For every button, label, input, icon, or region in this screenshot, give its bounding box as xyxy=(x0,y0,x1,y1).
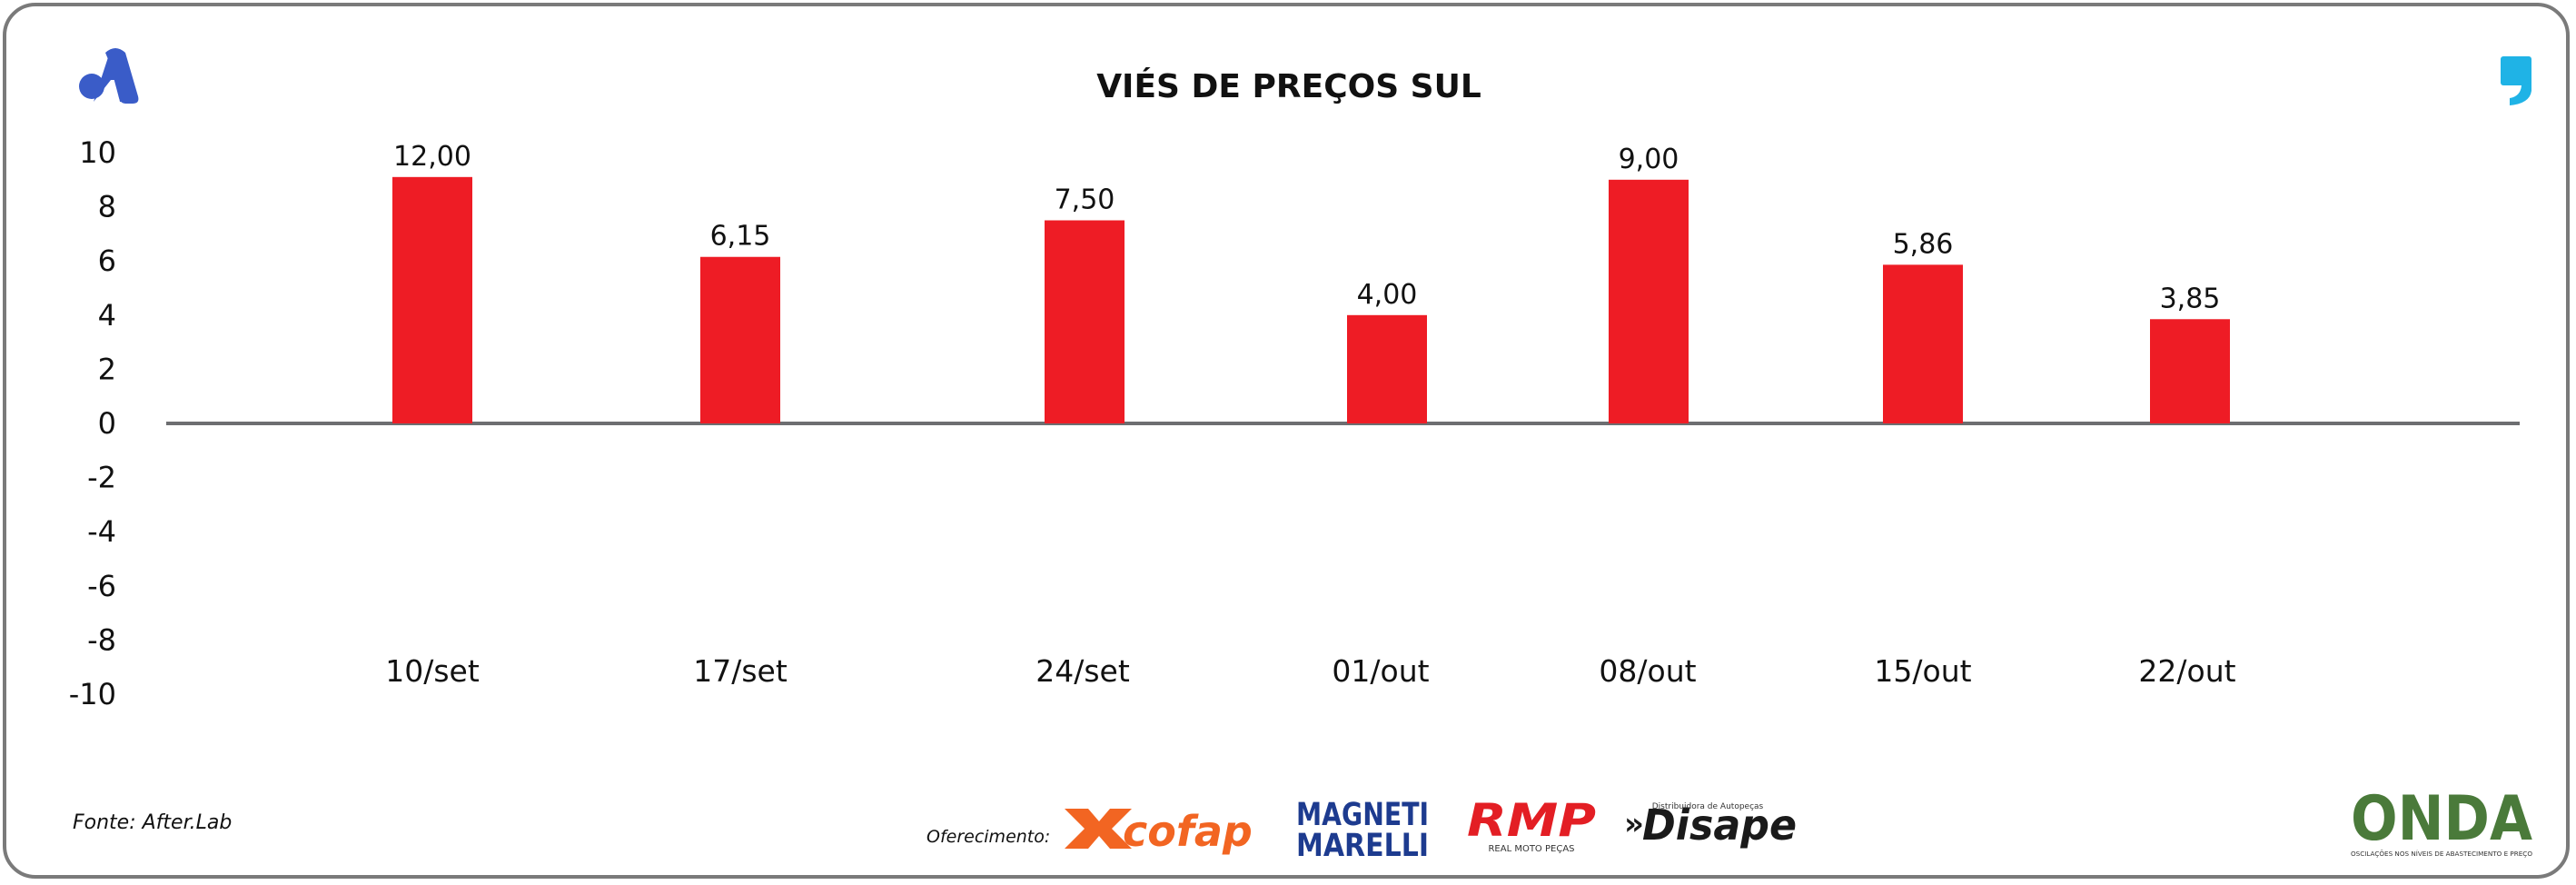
disape-text: Disape xyxy=(1642,800,1797,850)
rmp-subtext: REAL MOTO PEÇAS xyxy=(1488,844,1574,854)
y-tick-label: 6 xyxy=(98,244,116,278)
x-tick-label: 24/set xyxy=(1035,653,1130,689)
source-text: Fonte: After.Lab xyxy=(73,811,232,834)
bar xyxy=(1883,264,1963,423)
bars-group xyxy=(392,176,2230,424)
after-brand-icon xyxy=(79,48,139,104)
x-tick-label: 17/set xyxy=(693,653,788,689)
onda-text: ONDA xyxy=(2351,783,2532,855)
data-label: 3,85 xyxy=(2160,283,2221,314)
y-tick-label: -10 xyxy=(69,677,116,711)
y-tick-label: -8 xyxy=(87,622,116,657)
rmp-logo: RMP REAL MOTO PEÇAS xyxy=(1467,794,1596,854)
onda-subtext: OSCILAÇÕES NOS NÍVEIS DE ABASTECIMENTO E… xyxy=(2351,850,2532,858)
onda-logo: ONDA OSCILAÇÕES NOS NÍVEIS DE ABASTECIME… xyxy=(2351,783,2532,858)
bar xyxy=(2150,319,2230,423)
data-label: 4,00 xyxy=(1357,279,1418,311)
y-tick-label: 10 xyxy=(79,135,116,170)
y-tick-label: -2 xyxy=(87,461,116,495)
y-tick-label: -4 xyxy=(87,514,116,549)
magneti-line2: MARELLI xyxy=(1296,828,1429,864)
data-label: 12,00 xyxy=(393,141,471,173)
x-tick-label: 15/out xyxy=(1874,653,1971,689)
data-label: 5,86 xyxy=(1893,228,1954,260)
y-axis-ticks: 10 8 6 4 2 0 -2 -4 -6 -8 -10 xyxy=(69,135,116,711)
comma-quote-icon xyxy=(2501,56,2531,105)
chart-frame xyxy=(3,3,2570,879)
data-labels-group: 12,00 6,15 7,50 4,00 9,00 5,86 3,85 xyxy=(393,141,2220,314)
bar xyxy=(392,176,472,423)
disape-subtext: Distribuidora de Autopeças xyxy=(1652,802,1764,811)
disape-chevron-icon: » xyxy=(1624,806,1644,842)
magneti-line1: MAGNETI xyxy=(1296,797,1429,833)
bar xyxy=(1045,220,1125,423)
data-label: 7,50 xyxy=(1055,184,1115,216)
x-tick-label: 22/out xyxy=(2138,653,2235,689)
rmp-text: RMP xyxy=(1467,794,1596,847)
y-tick-label: 4 xyxy=(98,298,116,333)
magneti-marelli-logo: MAGNETI MARELLI xyxy=(1296,797,1429,864)
y-tick-label: -6 xyxy=(87,569,116,603)
x-axis-ticks: 10/set 17/set 24/set 01/out 08/out 15/out 22/o… xyxy=(385,653,2235,689)
disape-logo: » Disape Distribuidora de Autopeças xyxy=(1624,800,1797,850)
data-label: 9,00 xyxy=(1619,144,1679,175)
chart-title: VIÉS DE PREÇOS SUL xyxy=(1096,67,1481,105)
sponsor-label: Oferecimento: xyxy=(926,827,1050,847)
bar xyxy=(1347,314,1427,423)
x-tick-label: 08/out xyxy=(1599,653,1696,689)
x-tick-label: 01/out xyxy=(1332,653,1429,689)
bar xyxy=(700,256,780,423)
x-tick-label: 10/set xyxy=(385,653,480,689)
cofap-logo: cofap xyxy=(1065,807,1253,856)
cofap-logo-text: cofap xyxy=(1123,807,1253,856)
y-tick-label: 2 xyxy=(98,352,116,386)
bar xyxy=(1609,179,1689,424)
data-label: 6,15 xyxy=(710,221,771,253)
y-tick-label: 0 xyxy=(98,406,116,441)
y-tick-label: 8 xyxy=(98,190,116,224)
